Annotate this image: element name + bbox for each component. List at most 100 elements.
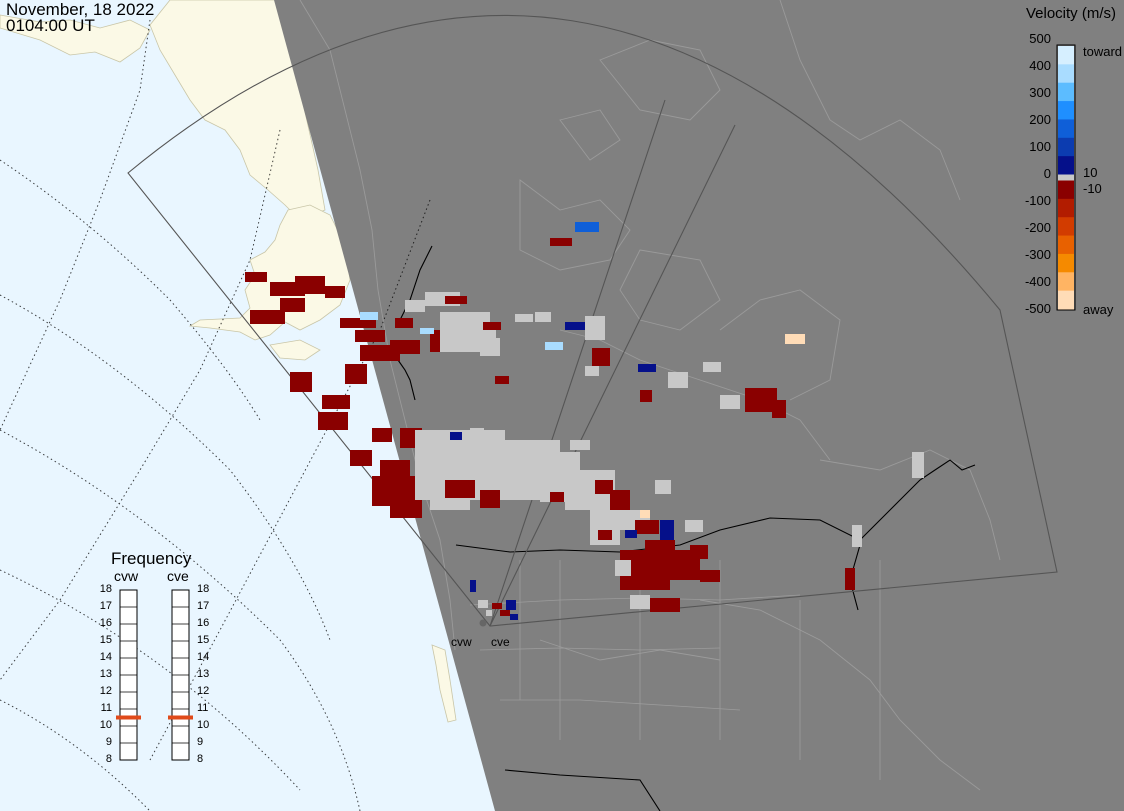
velocity-cell [535, 312, 551, 322]
freq-tick-left: 18 [99, 583, 112, 595]
velocity-cell [380, 460, 410, 478]
freq-tick-left: 16 [99, 617, 112, 629]
colorbar-ground-scatter [1058, 174, 1074, 181]
velocity-cell [570, 440, 590, 450]
velocity-cell [480, 490, 500, 508]
velocity-cell [280, 298, 305, 312]
velocity-cell [360, 312, 378, 320]
cb-tick-m500: -500 [1024, 301, 1051, 316]
velocity-cell [720, 395, 740, 409]
freq-tick-right: 12 [197, 685, 210, 697]
velocity-cell [545, 342, 563, 350]
velocity-cell [845, 568, 855, 590]
velocity-cell [405, 300, 425, 312]
colorbar-segment [1058, 137, 1074, 157]
velocity-cell [510, 614, 518, 620]
velocity-cell [372, 428, 392, 442]
velocity-cell [635, 520, 659, 534]
cb-tick-400: 400 [1029, 58, 1051, 73]
dayside-land [0, 0, 457, 723]
velocity-cell [550, 238, 572, 246]
velocity-cell [506, 600, 516, 610]
freq-radar-cvw: cvw [114, 568, 139, 584]
freq-tick-right: 11 [197, 702, 209, 714]
cb-tick-0: 0 [1043, 166, 1051, 181]
velocity-cell [470, 428, 484, 436]
velocity-cell [745, 388, 777, 412]
velocity-colorbar [1056, 44, 1076, 311]
velocity-cell [390, 498, 422, 518]
freq-marker-cve [168, 715, 193, 720]
colorbar-segment [1058, 290, 1074, 310]
velocity-cell [852, 525, 862, 547]
colorbar-segment [1058, 180, 1074, 200]
cb-tick-m300: -300 [1024, 247, 1051, 262]
velocity-cell [500, 610, 510, 616]
freq-tick-left: 8 [105, 753, 112, 765]
velocity-cell [445, 296, 467, 304]
velocity-cell [486, 610, 492, 616]
velocity-cell [478, 600, 488, 608]
frequency-title: Frequency [111, 549, 192, 568]
velocity-cell [630, 595, 650, 609]
velocity-cell [420, 328, 434, 334]
velocity-cell [318, 412, 348, 430]
colorbar-segment [1058, 46, 1074, 65]
velocity-cell [565, 322, 585, 330]
lat-lon-grid [0, 19, 431, 811]
freq-tick-right: 14 [197, 651, 210, 663]
velocity-cell [598, 530, 612, 540]
colorbar-segment [1058, 156, 1074, 175]
station-cvw-marker [479, 619, 487, 627]
colorbar-segment [1058, 119, 1074, 139]
freq-tick-right: 10 [197, 719, 210, 731]
velocity-cell [325, 286, 345, 298]
cb-tick-m400: -400 [1024, 274, 1051, 289]
freq-tick-right: 8 [197, 753, 204, 765]
cb-tick-m200: -200 [1024, 220, 1051, 235]
cb-tick-500: 500 [1029, 31, 1051, 46]
freq-marker-cvw [116, 715, 141, 720]
freq-tick-left: 10 [99, 719, 112, 731]
freq-tick-right: 9 [197, 736, 204, 748]
velocity-cell [685, 520, 703, 532]
freq-tick-right: 17 [197, 600, 210, 612]
velocity-cell [640, 510, 650, 518]
velocity-cell [595, 480, 613, 494]
radar-fov [127, 14, 1058, 627]
velocity-cell [655, 480, 671, 494]
velocity-cell [480, 338, 500, 356]
velocity-cell [390, 340, 420, 354]
cb-tick-300: 300 [1029, 85, 1051, 100]
frequency-panel [116, 589, 193, 761]
velocity-cell [350, 450, 372, 466]
velocity-cells [245, 222, 924, 620]
colorbar-title: Velocity (m/s) [1025, 5, 1116, 22]
velocity-cell [638, 364, 656, 372]
velocity-cell [785, 334, 805, 344]
colorbar-fill [1058, 46, 1074, 310]
colorbar-segment [1058, 217, 1074, 237]
velocity-cell [483, 322, 501, 330]
colorbar-segment [1058, 64, 1074, 84]
freq-radar-cve: cve [167, 568, 189, 584]
velocity-cell [650, 598, 680, 612]
velocity-cell [592, 348, 610, 366]
colorbar-segment [1058, 272, 1074, 292]
velocity-cell [515, 314, 533, 322]
colorbar-frame [1056, 44, 1076, 311]
cb-toward-label: toward [1083, 44, 1123, 59]
velocity-cell [640, 390, 652, 402]
freq-tick-right: 18 [197, 583, 210, 595]
velocity-cell [690, 545, 708, 559]
velocity-cell [912, 452, 924, 478]
velocity-cell [492, 603, 502, 609]
cb-tick-100: 100 [1029, 139, 1051, 154]
velocity-cell [710, 570, 720, 578]
cb-tick-m100: -100 [1024, 193, 1051, 208]
velocity-cell [495, 376, 509, 384]
velocity-cell [290, 372, 312, 392]
velocity-cell [450, 432, 462, 440]
station-cvw-label: cvw [451, 635, 472, 649]
